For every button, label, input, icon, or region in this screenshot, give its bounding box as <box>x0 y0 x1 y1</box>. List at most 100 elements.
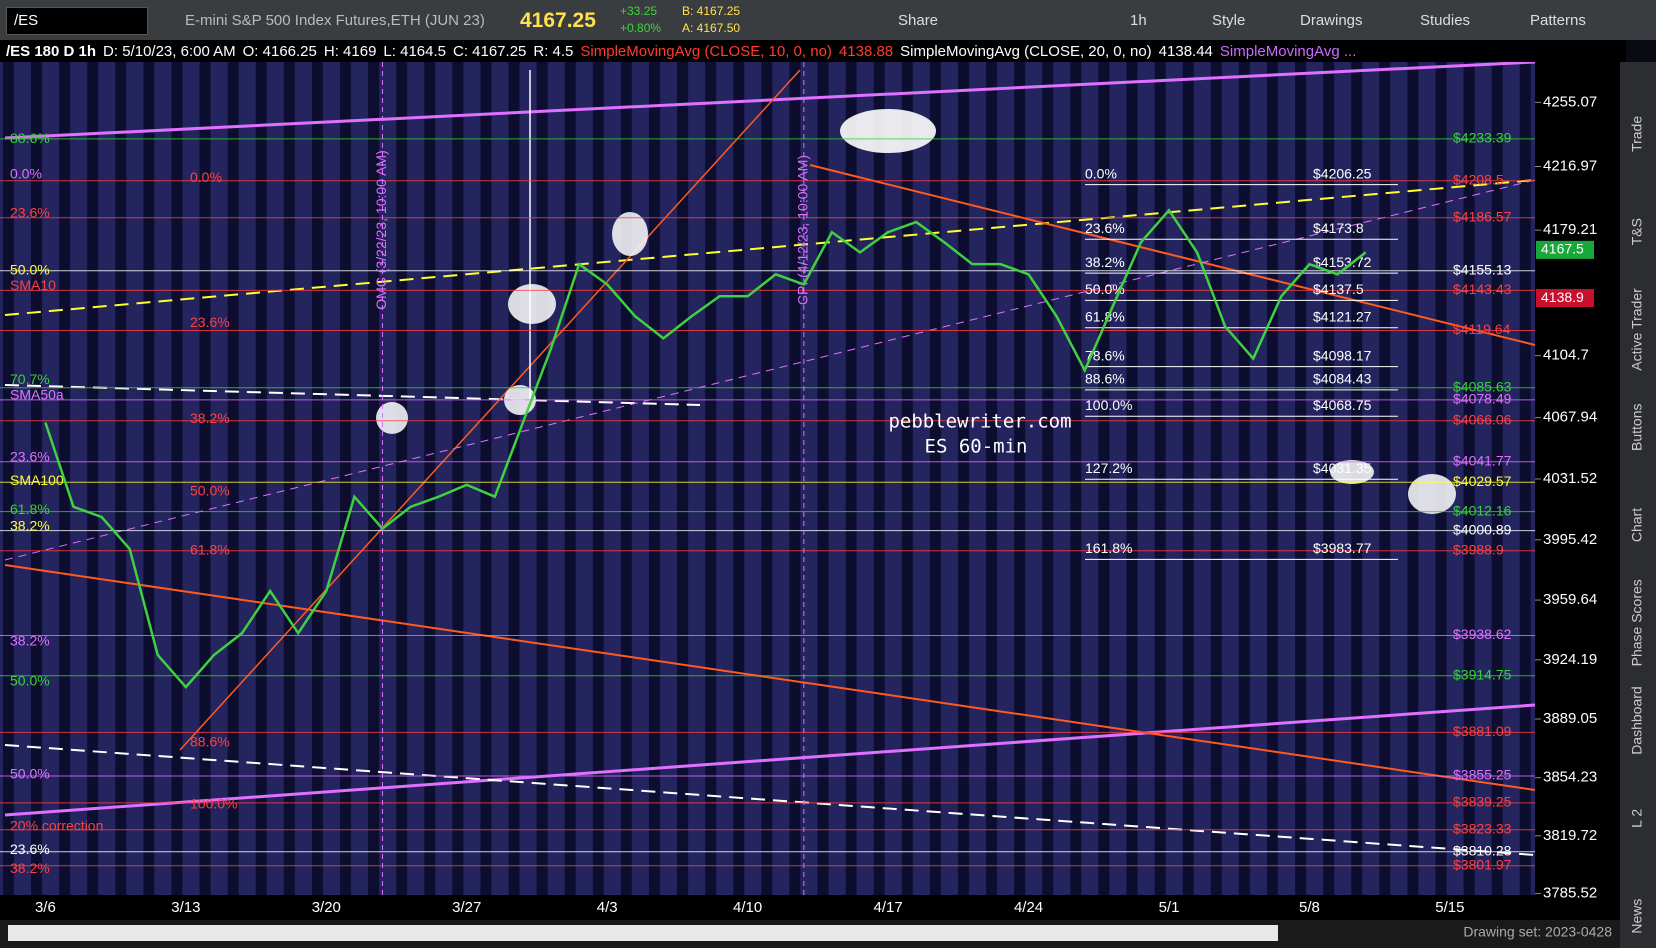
y-tick-label: 3995.42 <box>1543 531 1597 548</box>
sidebar-tab[interactable]: T&S <box>1629 218 1645 245</box>
level-label: $4085.63 <box>1453 379 1512 395</box>
fib-pct: 0.0% <box>1085 165 1117 181</box>
toolbar: /ES E-mini S&P 500 Index Futures,ETH (JU… <box>0 0 1656 40</box>
fib-label: 38.2% <box>10 632 50 648</box>
bar-date: D: 5/10/23, 6:00 AM <box>103 42 236 60</box>
event-label: CPI (4/12/23, 10:00 AM) <box>795 155 811 305</box>
sidebar-tab[interactable]: News <box>1629 899 1645 934</box>
price-badge <box>1536 289 1594 308</box>
level-label: $3988.9 <box>1453 541 1504 557</box>
x-tick-label: 3/6 <box>35 899 56 916</box>
trendline <box>4 62 1536 140</box>
y-tick-label: 3785.52 <box>1543 884 1597 901</box>
trendline <box>4 384 701 406</box>
fib-label: 50.0% <box>190 482 230 498</box>
y-tick-label: 4067.94 <box>1543 409 1597 426</box>
x-tick-label: 3/20 <box>312 899 341 916</box>
annotation: ES 60-min <box>925 436 1028 458</box>
level-label: $3855.25 <box>1453 767 1512 783</box>
fib-label: 23.6% <box>10 841 50 857</box>
y-axis-bg <box>1535 62 1620 895</box>
level-label: $4143.43 <box>1453 281 1512 297</box>
button[interactable]: Studies <box>1420 12 1471 29</box>
fib-label: 38.2% <box>190 410 230 426</box>
trendline <box>4 179 1536 316</box>
price-badge-label: 4167.5 <box>1541 241 1584 257</box>
sidebar-tab[interactable]: Trade <box>1629 116 1645 152</box>
study: SimpleMovingAvg (CLOSE, 20, 0, no) <box>900 42 1152 60</box>
level-label: $3810.28 <box>1453 842 1512 858</box>
y-tick-label: 4179.21 <box>1543 221 1597 238</box>
y-tick-label: 4216.97 <box>1543 157 1597 174</box>
fib-price: $4031.35 <box>1313 460 1372 476</box>
drawing-set: Drawing set: 2023-0428 <box>1463 924 1612 940</box>
trendline <box>4 564 1536 791</box>
symbol: /ES <box>14 12 39 29</box>
level-label: $4078.49 <box>1453 391 1512 407</box>
fib-price: $4173.8 <box>1313 220 1364 236</box>
range: R: 4.5 <box>533 42 574 60</box>
description: E-mini S&P 500 Index Futures,ETH (JUN 23… <box>185 12 485 29</box>
price-badge-label: 4138.9 <box>1541 289 1584 305</box>
fib-pct: 50.0% <box>1085 281 1125 297</box>
high: H: 4169 <box>323 42 377 60</box>
button[interactable]: Drawings <box>1300 12 1363 29</box>
sidebar-tab[interactable]: Buttons <box>1629 403 1645 450</box>
fib-label: 23.6% <box>10 449 50 465</box>
fib-price: $4084.43 <box>1313 371 1372 387</box>
x-tick-label: 3/13 <box>171 899 200 916</box>
level-label: $4000.89 <box>1453 521 1512 537</box>
button[interactable]: Patterns <box>1530 12 1586 29</box>
fib-pct: 61.8% <box>1085 308 1125 324</box>
x-tick-label: 4/17 <box>873 899 902 916</box>
highlight <box>508 284 556 324</box>
fib-label: 0.0% <box>190 169 222 185</box>
symbol-box[interactable] <box>6 7 148 35</box>
sidebar-tab[interactable]: Dashboard <box>1629 686 1645 755</box>
x-tick-label: 5/1 <box>1159 899 1180 916</box>
button[interactable]: 1h <box>1130 12 1147 29</box>
level-label: $4012.16 <box>1453 502 1512 518</box>
fib-pct: 161.8% <box>1085 540 1132 556</box>
change-pct: +0.80% <box>620 21 662 35</box>
fib-label: 38.2% <box>10 518 50 534</box>
y-tick-label: 3924.19 <box>1543 651 1597 668</box>
ask: A: 4167.50 <box>682 21 741 35</box>
button[interactable]: Share <box>898 12 939 29</box>
fib-label: 23.6% <box>10 204 50 220</box>
fib-pct: 88.6% <box>1085 371 1125 387</box>
fib-label: 23.6% <box>190 314 230 330</box>
x-axis-bg <box>0 895 1620 920</box>
level-label: $4119.64 <box>1453 321 1511 337</box>
fib-price: $4137.5 <box>1313 281 1364 297</box>
fib-label: 20% correction <box>10 818 103 834</box>
level-label: $4186.57 <box>1453 208 1512 224</box>
y-tick-label: 4104.7 <box>1543 347 1589 364</box>
level-label: $4066.06 <box>1453 411 1512 427</box>
sidebar-tab[interactable]: Chart <box>1629 508 1645 542</box>
price-badge <box>1536 240 1594 259</box>
x-tick-label: 4/24 <box>1014 899 1043 916</box>
sidebar-tab[interactable]: L 2 <box>1629 809 1645 828</box>
last-price: 4167.25 <box>520 9 596 32</box>
fib-label: 61.8% <box>10 501 50 517</box>
fib-label: SMA100 <box>10 472 64 488</box>
y-tick-label: 3889.05 <box>1543 710 1597 727</box>
change: +33.25 <box>620 4 658 18</box>
study-value: 4138.88 <box>838 42 894 60</box>
button[interactable]: Style <box>1212 12 1246 29</box>
study: SimpleMovingAvg ... <box>1219 42 1357 60</box>
fib-label: SMA50a <box>10 386 64 402</box>
x-tick-label: 3/27 <box>452 899 481 916</box>
scroll-thumb[interactable] <box>8 925 1278 941</box>
level-label: $3881.09 <box>1453 723 1512 739</box>
sidebar-tab[interactable]: Active Trader <box>1629 288 1645 371</box>
chart: Drawing set: 2023-0428 4255.07 4216.97 417… <box>0 62 1656 948</box>
chart-id: /ES 180 D 1h <box>6 42 97 60</box>
sidebar-tab[interactable]: Phase Scores <box>1629 579 1645 666</box>
fib-label: 88.6% <box>10 130 50 146</box>
trendline <box>809 164 1536 346</box>
level-label: $3839.25 <box>1453 794 1512 810</box>
fib-label: 61.8% <box>190 541 230 557</box>
